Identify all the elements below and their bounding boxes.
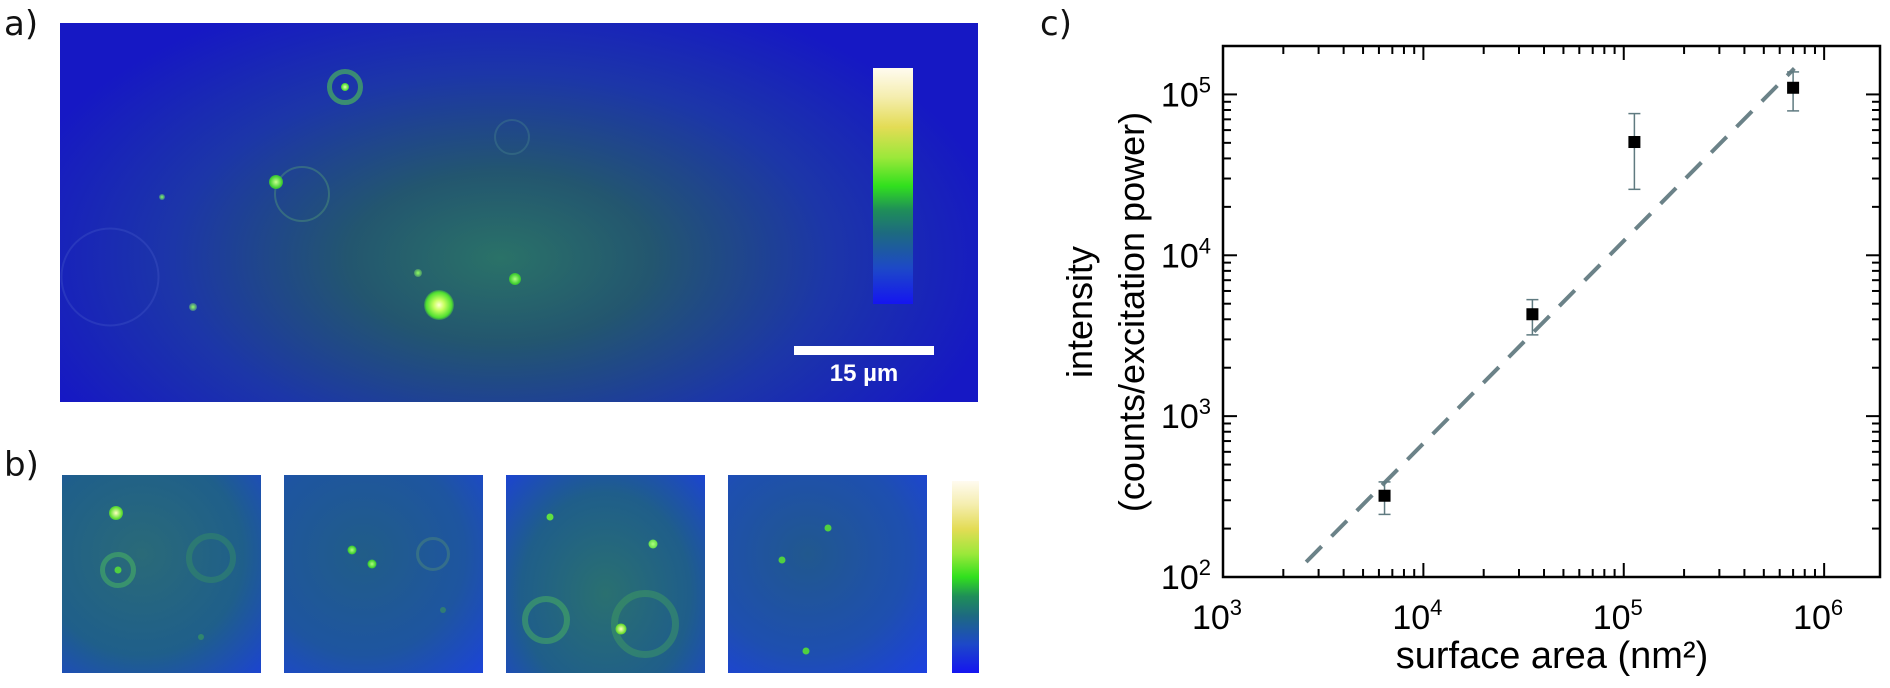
spot (198, 634, 205, 641)
y-tick-base: 10 (1161, 398, 1199, 436)
y-tick-exponent: 5 (1199, 72, 1211, 97)
points-group (1378, 71, 1800, 516)
ring (416, 537, 451, 572)
spot (340, 83, 349, 92)
spot (778, 556, 786, 564)
spot (347, 545, 357, 555)
spot (615, 623, 627, 635)
ring (493, 118, 530, 155)
x-tick-base: 10 (1192, 599, 1230, 637)
ring (611, 589, 680, 658)
spot (414, 269, 423, 278)
spot (114, 566, 122, 574)
x-tick-label: 103 (1192, 595, 1242, 637)
y-tick-label: 104 (1161, 233, 1211, 275)
data-point (1787, 81, 1800, 94)
y-tick-exponent: 3 (1199, 394, 1211, 419)
x-axis-label: surface area (nm²) (1396, 635, 1709, 677)
colorbar-a (873, 68, 913, 304)
ring (186, 533, 237, 584)
scale-bar (794, 346, 934, 355)
fluorescence-image-b4 (728, 475, 927, 673)
fluorescence-image-a (60, 23, 978, 402)
fit-line-group (1304, 67, 1796, 564)
y-tick-label: 105 (1161, 72, 1211, 114)
ring (326, 69, 363, 106)
spot (268, 175, 283, 190)
panel-c-label: c) (1040, 4, 1072, 44)
x-tick-base: 10 (1593, 599, 1631, 637)
ring (521, 595, 570, 644)
y-axis-label-line2: (counts/excitation power) (1111, 112, 1152, 512)
data-point (1526, 308, 1539, 321)
x-tick-label: 104 (1392, 595, 1442, 637)
spot (509, 272, 522, 285)
spot (546, 513, 554, 521)
spot (648, 539, 658, 549)
x-tick-base: 10 (1793, 599, 1831, 637)
colorbar-b (952, 481, 979, 673)
spot (367, 559, 377, 569)
panel-a-label: a) (4, 4, 39, 44)
scale-bar-label: 15 µm (829, 360, 899, 387)
fit-line (1304, 67, 1796, 564)
ring (274, 165, 331, 222)
x-tick-exponent: 5 (1631, 595, 1643, 620)
y-tick-base: 10 (1161, 559, 1199, 597)
y-tick-base: 10 (1161, 76, 1199, 114)
data-point (1628, 136, 1641, 149)
y-axis-label-line1: intensity (1059, 246, 1100, 378)
fluorescence-image-b1 (62, 475, 261, 673)
y-tick-label: 103 (1161, 394, 1211, 436)
spot (824, 524, 831, 532)
spot (189, 303, 198, 312)
y-tick-exponent: 2 (1199, 555, 1211, 580)
y-tick-exponent: 4 (1199, 233, 1211, 258)
spot (108, 505, 123, 520)
fluorescence-image-b2 (284, 475, 483, 673)
x-tick-exponent: 6 (1831, 595, 1843, 620)
panel-b-label: b) (4, 445, 39, 485)
x-tick-exponent: 3 (1230, 595, 1242, 620)
y-tick-label: 102 (1161, 555, 1211, 597)
spot (424, 289, 455, 320)
x-tick-exponent: 4 (1430, 595, 1442, 620)
ring (99, 552, 136, 589)
spot (802, 647, 810, 655)
fluorescence-image-b3 (506, 475, 705, 673)
spot (158, 194, 165, 201)
x-tick-label: 106 (1793, 595, 1843, 637)
x-tick-base: 10 (1392, 599, 1430, 637)
x-tick-label: 105 (1593, 595, 1643, 637)
spot (440, 606, 447, 613)
ring (60, 227, 160, 327)
y-tick-base: 10 (1161, 237, 1199, 275)
data-point (1378, 489, 1391, 502)
plot-frame (1221, 44, 1882, 579)
